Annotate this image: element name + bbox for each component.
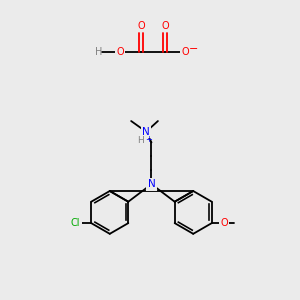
Text: H: H [95, 47, 103, 57]
Text: −: − [189, 44, 199, 54]
Text: O: O [116, 47, 124, 57]
Text: H: H [137, 136, 144, 145]
Text: O: O [182, 47, 190, 57]
Text: N: N [148, 179, 155, 189]
Text: N: N [142, 127, 150, 137]
Text: Cl: Cl [71, 218, 80, 228]
Text: O: O [220, 218, 228, 228]
Text: O: O [161, 21, 169, 31]
Text: +: + [145, 135, 152, 144]
Text: O: O [137, 21, 145, 31]
